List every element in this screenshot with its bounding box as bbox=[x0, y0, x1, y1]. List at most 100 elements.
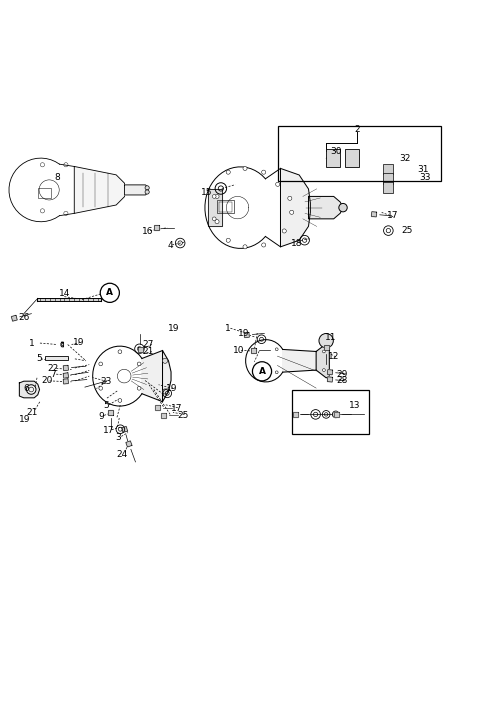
Circle shape bbox=[323, 369, 325, 372]
Circle shape bbox=[226, 239, 230, 242]
Circle shape bbox=[215, 194, 219, 199]
Text: 25: 25 bbox=[401, 226, 412, 235]
Circle shape bbox=[243, 245, 247, 249]
Circle shape bbox=[62, 344, 64, 345]
Polygon shape bbox=[121, 426, 128, 432]
Bar bbox=[45, 355, 68, 360]
Circle shape bbox=[332, 411, 339, 418]
Circle shape bbox=[319, 333, 333, 348]
Circle shape bbox=[282, 229, 286, 233]
Circle shape bbox=[212, 217, 216, 221]
Text: 25: 25 bbox=[178, 411, 189, 420]
Polygon shape bbox=[138, 347, 143, 352]
Polygon shape bbox=[63, 365, 68, 370]
Circle shape bbox=[323, 350, 325, 353]
Circle shape bbox=[99, 387, 103, 390]
Circle shape bbox=[215, 219, 219, 224]
Text: 11: 11 bbox=[325, 333, 336, 342]
Polygon shape bbox=[61, 342, 63, 347]
Polygon shape bbox=[63, 373, 69, 378]
Text: 22: 22 bbox=[48, 364, 59, 373]
Text: 23: 23 bbox=[100, 377, 112, 387]
Text: 32: 32 bbox=[399, 155, 411, 163]
Polygon shape bbox=[327, 370, 333, 375]
Bar bbox=[36, 298, 101, 301]
Polygon shape bbox=[19, 381, 39, 398]
Polygon shape bbox=[12, 315, 17, 321]
Text: 2: 2 bbox=[354, 125, 360, 134]
Polygon shape bbox=[124, 185, 147, 195]
Text: 24: 24 bbox=[117, 449, 128, 459]
Circle shape bbox=[289, 210, 294, 214]
Polygon shape bbox=[244, 333, 249, 337]
Polygon shape bbox=[316, 344, 329, 378]
Circle shape bbox=[226, 170, 230, 174]
Polygon shape bbox=[142, 350, 171, 402]
Text: 29: 29 bbox=[336, 370, 348, 379]
Text: 19: 19 bbox=[238, 330, 249, 338]
Circle shape bbox=[212, 194, 216, 199]
Polygon shape bbox=[208, 189, 222, 226]
Circle shape bbox=[100, 283, 120, 303]
Circle shape bbox=[262, 243, 266, 247]
Polygon shape bbox=[63, 379, 68, 384]
Circle shape bbox=[288, 197, 292, 200]
Circle shape bbox=[137, 387, 141, 390]
Text: 6: 6 bbox=[24, 384, 29, 393]
Bar bbox=[278, 126, 441, 182]
Text: 31: 31 bbox=[417, 165, 429, 174]
Text: 1: 1 bbox=[29, 339, 35, 347]
Circle shape bbox=[262, 170, 266, 174]
Circle shape bbox=[339, 204, 347, 212]
Ellipse shape bbox=[163, 389, 168, 394]
Polygon shape bbox=[372, 211, 377, 217]
Text: 13: 13 bbox=[349, 402, 360, 410]
Circle shape bbox=[276, 182, 280, 187]
Circle shape bbox=[253, 371, 256, 374]
Polygon shape bbox=[293, 412, 298, 417]
Text: 10: 10 bbox=[233, 346, 244, 355]
Circle shape bbox=[137, 362, 141, 366]
Text: 19: 19 bbox=[168, 324, 180, 333]
Bar bbox=[383, 164, 393, 174]
Bar bbox=[219, 202, 232, 212]
Polygon shape bbox=[155, 225, 159, 230]
Text: 21: 21 bbox=[26, 408, 38, 417]
Circle shape bbox=[252, 362, 272, 381]
Polygon shape bbox=[251, 348, 256, 352]
Polygon shape bbox=[280, 169, 311, 247]
Text: 1: 1 bbox=[225, 324, 231, 333]
Circle shape bbox=[145, 190, 149, 194]
Circle shape bbox=[276, 348, 278, 351]
Text: 7: 7 bbox=[50, 370, 56, 379]
Text: 30: 30 bbox=[330, 147, 341, 156]
Circle shape bbox=[253, 348, 256, 351]
Polygon shape bbox=[327, 377, 333, 382]
Bar bbox=[292, 390, 369, 434]
Text: 3: 3 bbox=[116, 433, 121, 442]
Ellipse shape bbox=[163, 358, 168, 363]
Text: 17: 17 bbox=[171, 404, 182, 413]
Polygon shape bbox=[309, 197, 343, 219]
Text: 19: 19 bbox=[19, 414, 30, 424]
Text: 12: 12 bbox=[328, 352, 339, 362]
Circle shape bbox=[145, 186, 149, 190]
Text: 8: 8 bbox=[54, 174, 60, 182]
Text: 9: 9 bbox=[98, 412, 104, 421]
Circle shape bbox=[118, 350, 122, 354]
Bar bbox=[38, 188, 51, 199]
Text: 5: 5 bbox=[36, 355, 42, 363]
Text: 28: 28 bbox=[336, 377, 348, 385]
Text: 4: 4 bbox=[168, 241, 173, 251]
Text: 17: 17 bbox=[387, 211, 399, 220]
Polygon shape bbox=[156, 405, 160, 410]
Text: 19: 19 bbox=[73, 337, 85, 347]
Circle shape bbox=[99, 362, 103, 366]
Circle shape bbox=[118, 399, 122, 402]
Polygon shape bbox=[283, 350, 316, 372]
Polygon shape bbox=[161, 413, 166, 418]
Text: A: A bbox=[106, 288, 113, 298]
Text: 15: 15 bbox=[201, 188, 212, 197]
Bar bbox=[345, 149, 359, 167]
Bar bbox=[326, 149, 339, 167]
